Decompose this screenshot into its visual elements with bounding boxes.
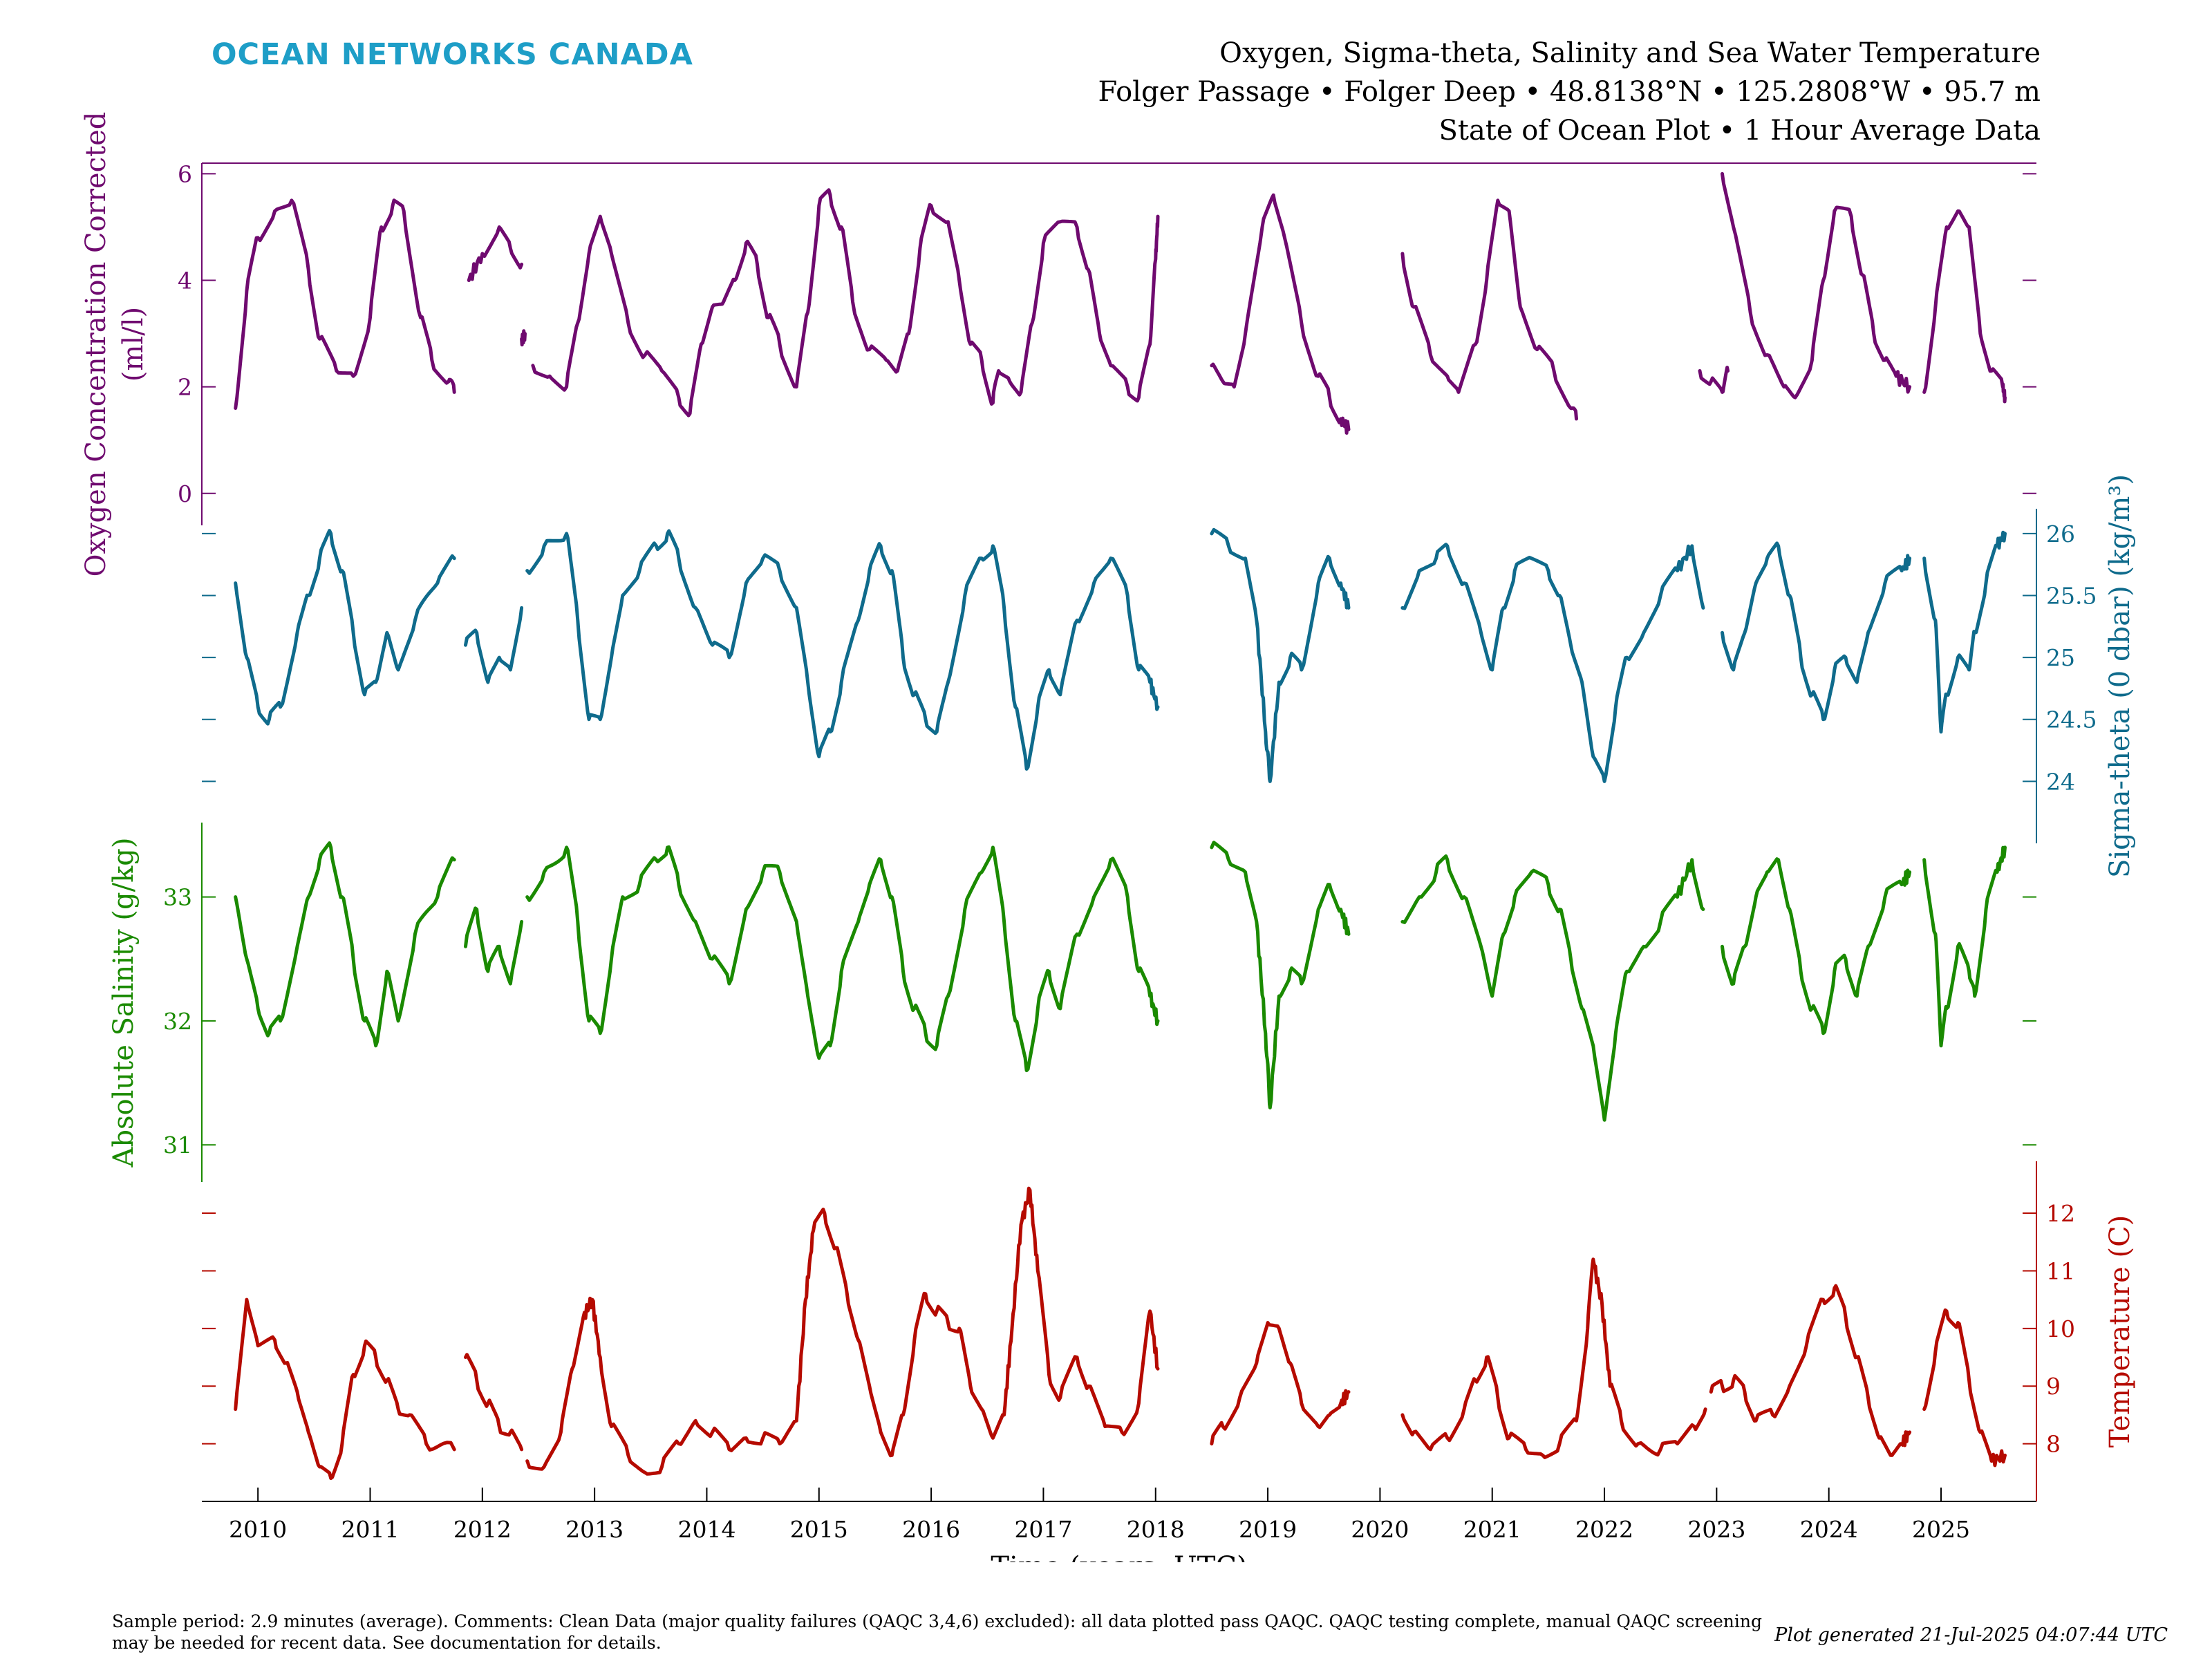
sigma-series-segment: [1721, 541, 1912, 722]
brand-logo-text: OCEAN NETWORKS CANADA: [212, 37, 693, 72]
sigma-series-segment: [1922, 530, 2007, 734]
oxygen-series-segment: [1698, 366, 1730, 394]
chart-subtitle-location: Folger Passage • Folger Deep • 48.8138°N…: [1098, 76, 2041, 108]
sigma-y-tick-label: 25: [2046, 644, 2075, 671]
temperature-series-segment: [1400, 1257, 1707, 1459]
salinity-series-segment: [464, 906, 524, 986]
chart-subtitle-type: State of Ocean Plot • 1 Hour Average Dat…: [1438, 115, 2041, 147]
x-tick-label: 2011: [341, 1516, 399, 1543]
salinity-y-tick-label: 31: [163, 1132, 192, 1159]
salinity-series-segment: [525, 845, 1160, 1073]
timeseries-chart: 2010 2011 2012 2013 2014 2015 2016 2017 2018 2019…: [80, 112, 2136, 1562]
x-tick-label: 2016: [902, 1516, 960, 1543]
axes-layer: [201, 162, 2037, 1502]
x-tick-label: 2019: [1239, 1516, 1297, 1543]
oxygen-y-tick-label: 4: [178, 268, 192, 294]
x-tick-label: 2012: [453, 1516, 512, 1543]
footer-comment: Sample period: 2.9 minutes (average). Co…: [112, 1611, 1763, 1653]
oxygen-series-segment: [520, 329, 527, 347]
sigma-y-tick-label: 24.5: [2046, 706, 2097, 733]
oxygen-series-segment: [1922, 209, 2007, 404]
salinity-series-segment: [234, 841, 456, 1048]
oxygen-series-segment: [234, 198, 456, 410]
x-tick-label: 2017: [1014, 1516, 1072, 1543]
oxygen-series-segment: [467, 225, 524, 282]
oxygen-axis-label: (ml/l): [118, 307, 149, 382]
chart-title: Oxygen, Sigma-theta, Salinity and Sea Wa…: [1219, 37, 2041, 69]
temperature-series-segment: [464, 1353, 524, 1452]
temperature-series-segment: [1922, 1308, 2007, 1468]
oxygen-y-tick-label: 6: [178, 160, 192, 187]
sigma-series-segment: [234, 529, 456, 726]
oxygen-y-tick-label: 2: [178, 374, 192, 401]
oxygen-y-tick-label: 0: [178, 480, 192, 507]
salinity-y-tick-label: 33: [163, 884, 192, 911]
x-tick-label: 2013: [565, 1516, 624, 1543]
footer-generated-timestamp: Plot generated 21-Jul-2025 04:07:44 UTC: [1774, 1624, 2168, 1646]
temperature-series-segment: [525, 1186, 1160, 1476]
temperature-series-segment: [1709, 1284, 1912, 1457]
temperature-y-tick-label: 8: [2046, 1431, 2061, 1458]
salinity-series-segment: [1922, 845, 2007, 1048]
oxygen-series-segment: [1721, 171, 1912, 400]
temperature-axis-label: Temperature (C): [2104, 1215, 2136, 1448]
temperature-series-segment: [234, 1297, 456, 1481]
sigma-y-tick-label: 24: [2046, 768, 2075, 795]
x-tick-label: 2022: [1575, 1516, 1633, 1543]
x-tick-label: 2020: [1351, 1516, 1409, 1543]
x-tick-label: 2024: [1800, 1516, 1858, 1543]
salinity-axis-label: Absolute Salinity (g/kg): [108, 837, 140, 1168]
sigma-axis-label: Sigma-theta (0 dbar) (kg/m³): [2104, 474, 2136, 878]
salinity-y-tick-label: 32: [163, 1008, 192, 1035]
x-tick-label: 2023: [1687, 1516, 1745, 1543]
salinity-series-segment: [1210, 841, 1351, 1109]
temperature-y-tick-label: 12: [2046, 1200, 2075, 1227]
x-tick-label: 2021: [1463, 1516, 1521, 1543]
series-layer: [234, 171, 2007, 1481]
sigma-series-segment: [1210, 527, 1351, 783]
salinity-series-segment: [1400, 854, 1705, 1122]
oxygen-series-segment: [1210, 193, 1351, 435]
sigma-y-tick-label: 25.5: [2046, 582, 2097, 609]
salinity-series-segment: [1721, 857, 1912, 1035]
temperature-y-tick-label: 10: [2046, 1315, 2075, 1342]
sigma-series-segment: [464, 606, 524, 684]
oxygen-axis-label: Oxygen Concentration Corrected: [80, 112, 112, 577]
sigma-series-segment: [525, 529, 1160, 771]
x-axis-label: Time (years, UTC): [991, 1551, 1247, 1562]
x-tick-label: 2015: [790, 1516, 848, 1543]
oxygen-series-segment: [1400, 198, 1578, 421]
x-tick-label: 2014: [677, 1516, 735, 1543]
sigma-series-segment: [1400, 543, 1705, 783]
temperature-series-segment: [1210, 1321, 1351, 1446]
temperature-y-tick-label: 9: [2046, 1373, 2061, 1400]
labels-layer: 2010 2011 2012 2013 2014 2015 2016 2017 2018 2019…: [80, 112, 2136, 1562]
oxygen-series-segment: [531, 188, 1160, 418]
x-tick-label: 2018: [1127, 1516, 1185, 1543]
x-tick-label: 2010: [229, 1516, 287, 1543]
sigma-y-tick-label: 26: [2046, 521, 2075, 547]
temperature-y-tick-label: 11: [2046, 1257, 2075, 1284]
x-tick-label: 2025: [1912, 1516, 1970, 1543]
